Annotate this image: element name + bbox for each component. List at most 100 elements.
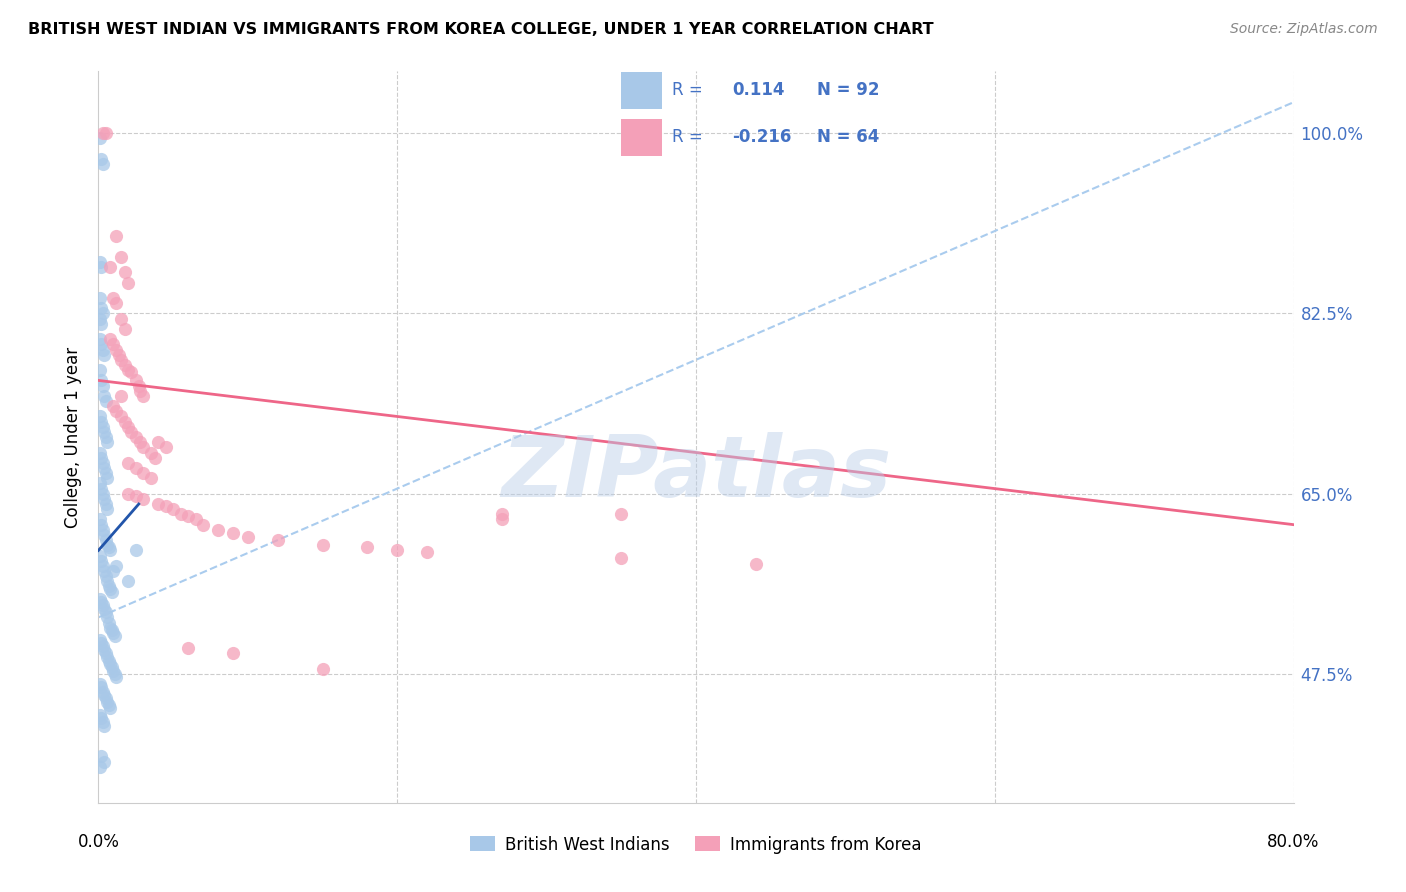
Point (93, 389, 115, 403)
Point (491, 508, 513, 522)
Point (148, 497, 170, 511)
Point (139, 471, 162, 485)
Point (96, 502, 118, 516)
Point (94, 466, 117, 480)
Point (132, 491, 155, 506)
Point (90, 711, 112, 725)
Point (90, 450, 112, 465)
Point (89, 311, 111, 326)
Point (98, 260, 122, 274)
Point (105, 670, 128, 684)
Point (96, 471, 118, 485)
Point (105, 404, 128, 418)
Point (91, 419, 114, 434)
Point (155, 441, 177, 455)
Point (114, 358, 136, 372)
Point (120, 365, 142, 379)
Point (110, 250, 132, 264)
Point (155, 499, 177, 513)
Point (90, 595, 112, 609)
Point (91, 378, 114, 392)
Point (93, 718, 115, 732)
Text: ZIPatlas: ZIPatlas (501, 432, 891, 516)
Point (125, 489, 148, 503)
Point (91, 639, 114, 653)
Point (90, 317, 112, 331)
Point (125, 461, 148, 475)
Point (120, 425, 142, 439)
Point (745, 557, 768, 571)
Point (90, 337, 112, 351)
Point (91, 126, 114, 140)
Point (93, 491, 115, 506)
Point (114, 265, 136, 279)
Point (94, 394, 117, 409)
Text: BRITISH WEST INDIAN VS IMMIGRANTS FROM KOREA COLLEGE, UNDER 1 YEAR CORRELATION C: BRITISH WEST INDIAN VS IMMIGRANTS FROM K… (28, 22, 934, 37)
Point (91, 523, 114, 537)
Point (184, 512, 207, 526)
Point (96, 435, 118, 450)
Point (89, 708, 111, 723)
Point (96, 574, 118, 589)
Point (91, 343, 114, 357)
Point (96, 649, 118, 664)
Point (97, 615, 120, 630)
Point (110, 389, 132, 403)
Point (94, 497, 117, 511)
Point (93, 688, 115, 702)
Point (89, 476, 111, 491)
Point (94, 690, 117, 705)
Text: R =: R = (672, 81, 703, 99)
Point (117, 574, 139, 589)
Point (90, 749, 112, 764)
Point (132, 389, 155, 403)
Point (91, 456, 114, 470)
Point (90, 152, 112, 166)
Point (162, 502, 184, 516)
Point (103, 625, 125, 640)
Point (91, 684, 114, 698)
Point (110, 311, 132, 326)
Point (108, 348, 131, 362)
Point (103, 291, 125, 305)
Text: 0.0%: 0.0% (77, 833, 120, 851)
Point (491, 512, 513, 526)
Point (98, 621, 122, 635)
Point (356, 541, 378, 555)
Point (104, 667, 127, 681)
Point (96, 538, 118, 552)
Point (93, 425, 115, 439)
Point (148, 435, 170, 450)
Point (90, 415, 112, 429)
Point (89, 677, 111, 691)
Point (90, 681, 112, 695)
Point (89, 409, 111, 424)
Point (94, 533, 117, 547)
Point (114, 415, 136, 429)
Point (97, 579, 120, 593)
Point (117, 276, 139, 290)
Point (103, 664, 125, 678)
Point (94, 569, 117, 583)
Point (93, 602, 115, 616)
Point (105, 229, 128, 244)
Point (91, 715, 114, 730)
Point (117, 419, 139, 434)
Point (93, 564, 115, 578)
Point (610, 508, 633, 522)
Point (103, 337, 125, 351)
Point (96, 610, 118, 624)
Point (416, 545, 439, 559)
Point (90, 636, 112, 650)
Text: N = 64: N = 64 (817, 128, 880, 146)
Text: Source: ZipAtlas.com: Source: ZipAtlas.com (1230, 22, 1378, 37)
Point (191, 517, 214, 532)
Point (89, 633, 111, 648)
Point (89, 332, 111, 346)
Point (90, 554, 112, 568)
Legend: British West Indians, Immigrants from Korea: British West Indians, Immigrants from Ko… (464, 829, 928, 860)
Point (89, 363, 111, 377)
Point (222, 647, 245, 661)
Point (132, 441, 155, 455)
Point (91, 598, 114, 612)
